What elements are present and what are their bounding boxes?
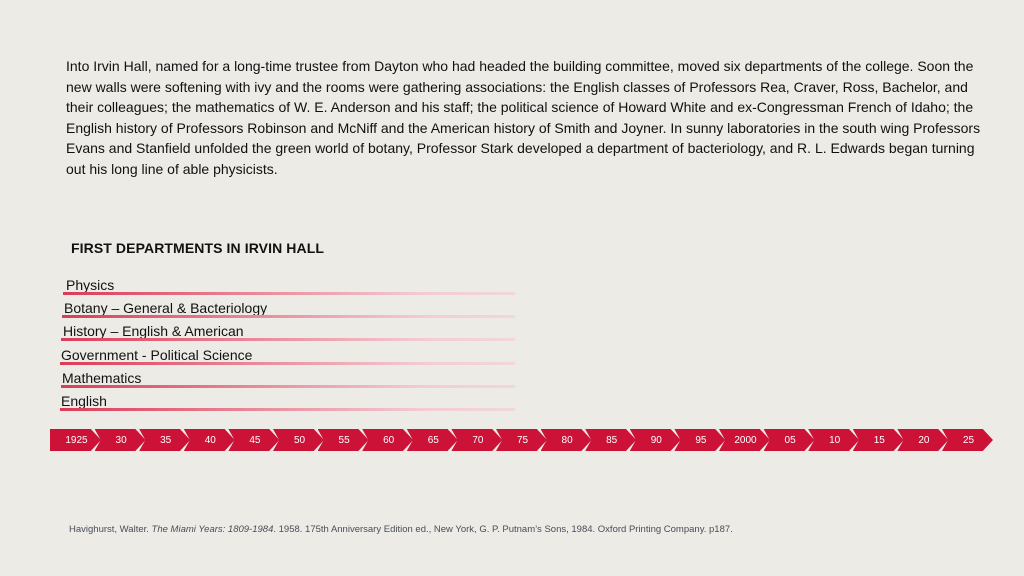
department-underline [61, 384, 515, 388]
departments-heading: FIRST DEPARTMENTS IN IRVIN HALL [71, 240, 325, 256]
department-label: Mathematics [62, 369, 142, 386]
department-label: Botany – General & Bacteriology [64, 300, 268, 317]
timeline-year-marker: 55 [317, 429, 369, 451]
departments-list: Physics Botany – General & Bacteriology … [60, 275, 520, 414]
timeline-year-marker: 15 [852, 429, 904, 451]
department-underline [62, 315, 515, 319]
department-underline [63, 292, 515, 295]
citation-details: . 1958. 175th Anniversary Edition ed., N… [273, 524, 733, 535]
timeline-year-marker: 40 [183, 429, 235, 451]
timeline-year-marker: 50 [273, 429, 324, 451]
department-item: History – English & American [60, 321, 520, 344]
department-item: Government - Political Science [60, 345, 520, 368]
citation: Havighurst, Walter. The Miami Years: 180… [69, 524, 733, 535]
timeline-year-marker: 2000 [719, 429, 770, 451]
timeline-year-marker: 45 [228, 429, 280, 451]
year-timeline: 1925 30 35 40 45 50 55 60 65 70 75 80 85 90 95 2000 05 10… [50, 429, 1000, 453]
department-label: History – English & American [63, 323, 244, 340]
timeline-year-marker: 20 [897, 429, 949, 451]
department-label: Government - Political Science [61, 346, 253, 363]
citation-title: The Miami Years: 1809-1984 [151, 524, 274, 535]
timeline-year-marker: 30 [94, 429, 146, 451]
timeline-year-marker: 90 [629, 429, 681, 451]
timeline-year-marker: 70 [451, 429, 503, 451]
timeline-year-marker: 95 [674, 429, 726, 451]
timeline-year-marker: 75 [496, 429, 547, 451]
department-underline [60, 407, 515, 411]
department-item: Physics [60, 275, 520, 298]
body-paragraph: Into Irvin Hall, named for a long-time t… [66, 58, 981, 177]
department-item: English [60, 391, 520, 414]
timeline-year-marker: 65 [406, 429, 458, 451]
timeline-year-marker: 05 [763, 429, 815, 451]
department-underline [60, 361, 515, 365]
timeline-year-marker: 60 [362, 429, 414, 451]
department-item: Botany – General & Bacteriology [60, 298, 520, 321]
department-underline [61, 338, 515, 342]
timeline-year-marker: 25 [942, 429, 993, 451]
department-item: Mathematics [60, 368, 520, 391]
citation-author: Havighurst, Walter. [69, 524, 152, 535]
timeline-year-marker: 1925 [50, 429, 101, 451]
timeline-year-marker: 10 [808, 429, 860, 451]
department-label: Physics [66, 277, 115, 293]
department-label: English [61, 392, 107, 409]
timeline-year-marker: 85 [585, 429, 637, 451]
timeline-year-marker: 35 [139, 429, 191, 451]
timeline-year-marker: 80 [540, 429, 592, 451]
